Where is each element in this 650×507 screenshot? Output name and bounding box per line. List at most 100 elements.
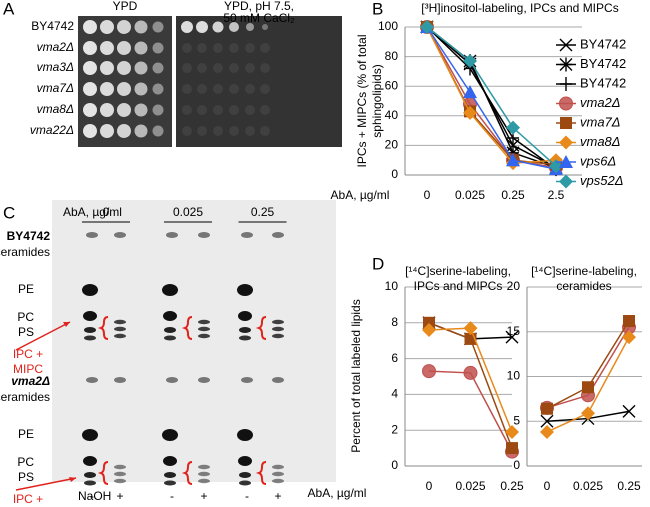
x-tick-label: 0 bbox=[424, 188, 431, 202]
y-tick-label: 60 bbox=[385, 78, 399, 92]
spot bbox=[166, 232, 178, 238]
legend-marker bbox=[560, 117, 572, 129]
colony bbox=[83, 103, 97, 117]
legend-marker bbox=[559, 96, 573, 111]
marker bbox=[582, 381, 594, 394]
panel-label: A bbox=[3, 0, 15, 18]
y-tick-label: 0 bbox=[391, 458, 398, 472]
naoh-sign: + bbox=[116, 489, 123, 503]
legend-label: BY4742 bbox=[580, 56, 626, 71]
colony bbox=[197, 126, 207, 136]
band bbox=[198, 333, 210, 339]
spot bbox=[114, 377, 126, 383]
x-tick-label: 0.25 bbox=[501, 188, 525, 202]
colony bbox=[117, 61, 131, 75]
spot bbox=[83, 311, 97, 321]
y-tick-label: 10 bbox=[507, 369, 521, 383]
lipid-label: PE bbox=[18, 282, 34, 296]
colony bbox=[117, 124, 131, 138]
marker bbox=[422, 322, 436, 337]
colony bbox=[134, 103, 148, 117]
plate-title: YPD bbox=[113, 0, 138, 13]
colony bbox=[100, 41, 114, 55]
colony bbox=[182, 43, 192, 53]
band bbox=[198, 471, 210, 477]
strain-label: BY4742 bbox=[7, 229, 51, 243]
series-line bbox=[426, 26, 557, 164]
spot bbox=[237, 429, 253, 441]
chart-title: IPCs and MIPCs bbox=[414, 279, 503, 293]
brace bbox=[181, 461, 193, 485]
marker bbox=[622, 404, 636, 418]
y-tick-label: 6 bbox=[391, 351, 398, 365]
colony bbox=[197, 43, 207, 53]
y-axis-label: Percent of total labeled lipids bbox=[349, 299, 363, 452]
colony bbox=[260, 63, 270, 73]
colony bbox=[152, 104, 164, 116]
colony bbox=[83, 20, 97, 34]
colony bbox=[197, 105, 207, 115]
colony bbox=[134, 20, 148, 34]
spot bbox=[84, 472, 96, 478]
colony bbox=[245, 105, 255, 115]
strain-label: vma22Δ bbox=[30, 123, 74, 137]
y-tick-label: 20 bbox=[507, 279, 521, 293]
spot bbox=[239, 480, 251, 486]
spot bbox=[241, 377, 253, 383]
marker bbox=[423, 316, 435, 329]
strain-label: vma2Δ bbox=[11, 374, 50, 388]
colony bbox=[229, 126, 239, 136]
colony bbox=[83, 124, 97, 138]
band bbox=[114, 464, 126, 470]
colony bbox=[152, 21, 164, 33]
marker bbox=[463, 105, 477, 120]
colony bbox=[229, 63, 239, 73]
y-axis-label-line: IPCs + MIPCs (% of total bbox=[355, 34, 369, 167]
colony bbox=[213, 43, 223, 53]
naoh-sign: - bbox=[245, 489, 249, 503]
strain-label: vma2Δ bbox=[37, 40, 74, 54]
legend-marker bbox=[560, 77, 572, 91]
colony bbox=[100, 82, 114, 96]
arrow-head bbox=[69, 477, 76, 482]
colony bbox=[83, 61, 97, 75]
x-tick-label: 0.025 bbox=[573, 479, 603, 493]
marker bbox=[463, 54, 477, 69]
aba-label: AbA, µg/ml bbox=[63, 205, 122, 219]
spot bbox=[162, 284, 178, 296]
x-tick-label: 0.25 bbox=[617, 479, 641, 493]
colony bbox=[117, 103, 131, 117]
brace bbox=[255, 461, 267, 485]
colony bbox=[197, 84, 207, 94]
colony bbox=[260, 84, 270, 94]
colony bbox=[213, 84, 223, 94]
band bbox=[198, 319, 210, 325]
band bbox=[272, 333, 284, 339]
y-tick-label: 40 bbox=[385, 108, 399, 122]
band bbox=[198, 464, 210, 470]
lipid-label: PS bbox=[18, 325, 34, 339]
colony bbox=[117, 20, 131, 34]
spot bbox=[84, 335, 96, 341]
spot bbox=[272, 232, 284, 238]
legend-label: vma7Δ bbox=[580, 114, 621, 129]
band bbox=[198, 478, 210, 484]
band bbox=[114, 326, 126, 332]
marker bbox=[422, 364, 436, 379]
colony bbox=[245, 63, 255, 73]
colony bbox=[152, 42, 164, 54]
colony bbox=[134, 82, 148, 96]
x-axis-label: AbA, µg/ml bbox=[308, 486, 367, 500]
plate-title: YPD, pH 7.5, bbox=[224, 0, 294, 13]
legend-label: vma8Δ bbox=[580, 134, 621, 149]
lipid-label: ceramides bbox=[0, 390, 50, 404]
panel-label: C bbox=[3, 203, 15, 222]
colony bbox=[229, 84, 239, 94]
marker bbox=[540, 414, 554, 428]
concentration-label: 0.25 bbox=[251, 205, 275, 219]
spot bbox=[86, 377, 98, 383]
colony bbox=[229, 105, 239, 115]
colony bbox=[134, 41, 148, 55]
band bbox=[272, 464, 284, 470]
